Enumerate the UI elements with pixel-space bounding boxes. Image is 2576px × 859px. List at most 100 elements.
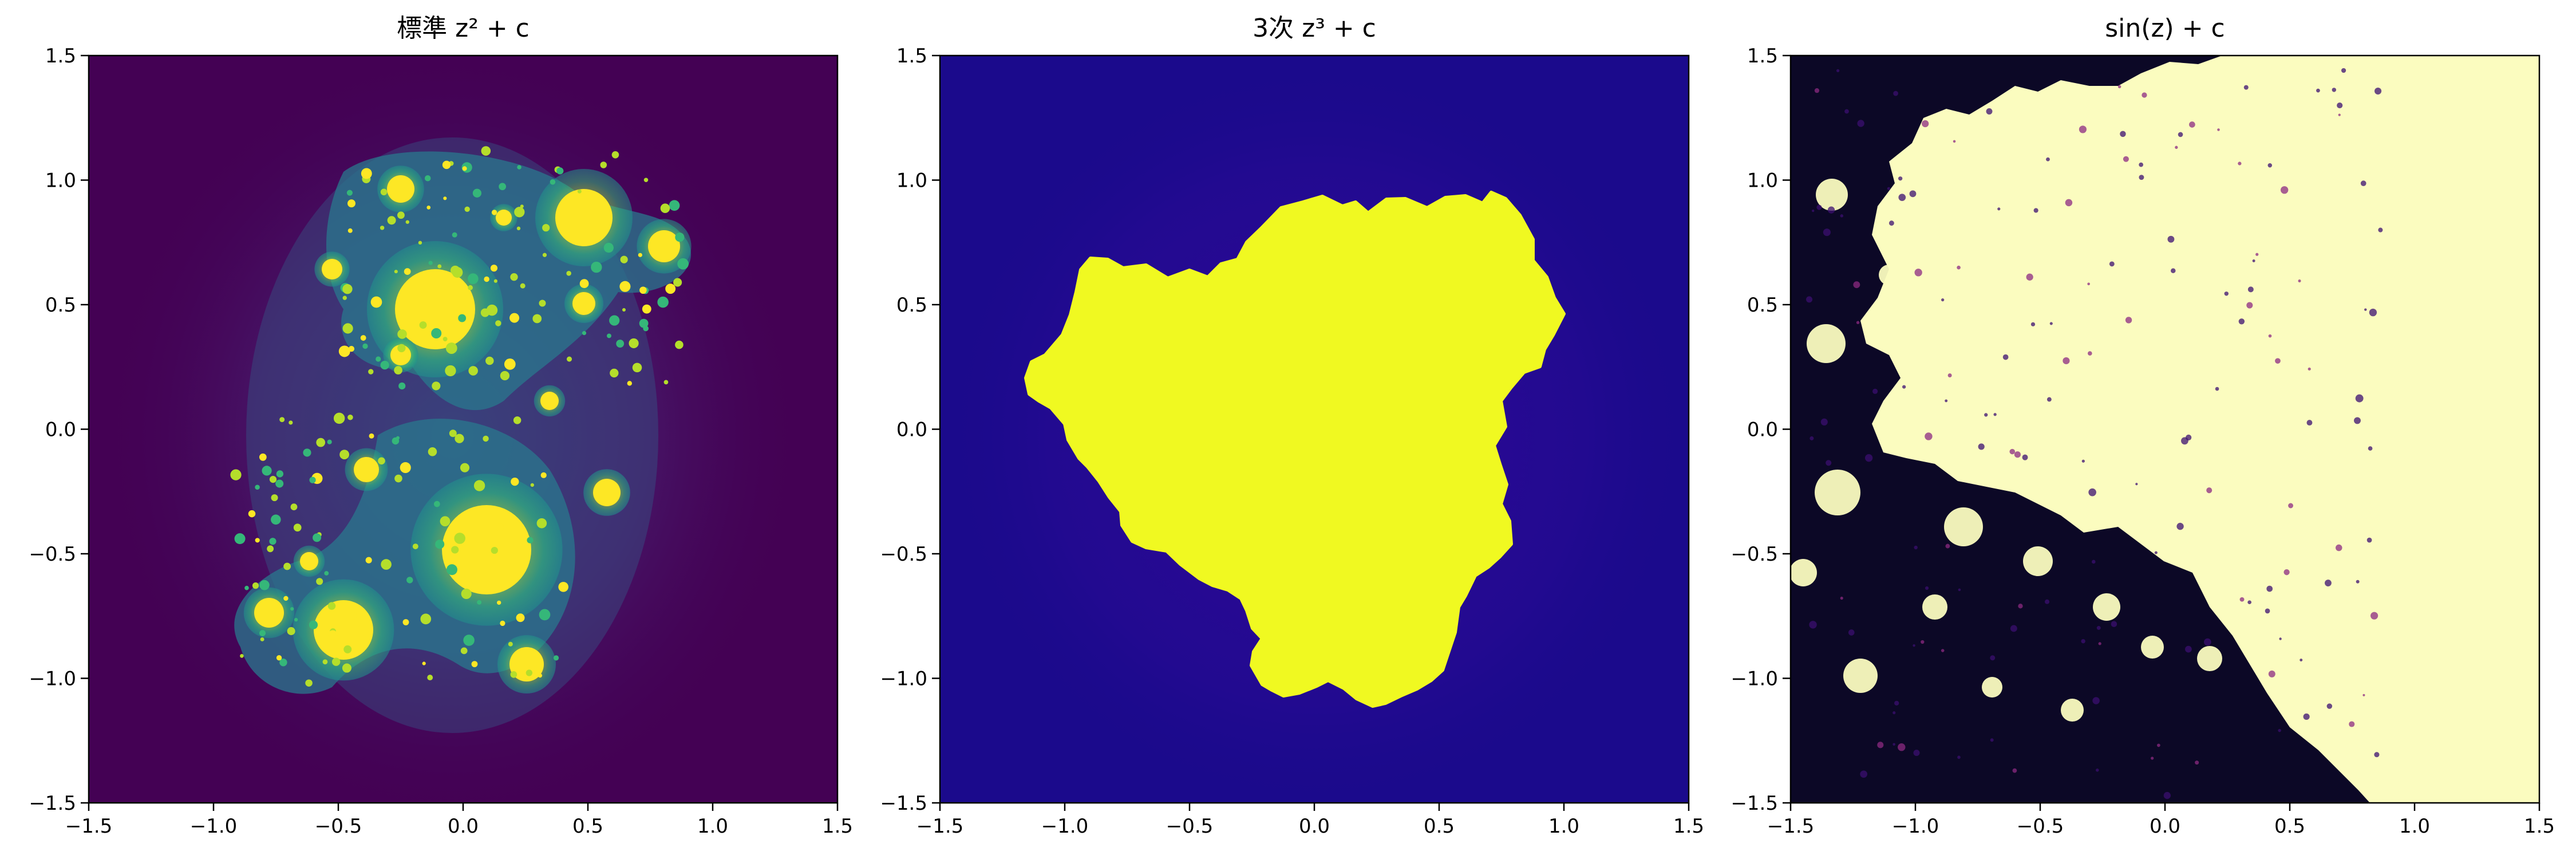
julia-filament-dot bbox=[262, 466, 272, 476]
julia-filament-dot bbox=[435, 539, 445, 549]
julia-filament-dot bbox=[540, 472, 547, 478]
julia-filament-dot bbox=[643, 325, 649, 332]
y-tick-label: 1.5 bbox=[1747, 45, 1778, 68]
x-tick-label: 1.0 bbox=[697, 815, 728, 838]
fractal-fringe-dot bbox=[2338, 113, 2341, 116]
fractal-fringe-dot bbox=[1925, 586, 1929, 590]
julia-filament-dot bbox=[467, 273, 479, 285]
fractal-fringe-dot bbox=[2079, 125, 2087, 133]
julia-filament-dot bbox=[289, 420, 293, 425]
fractal-fringe-dot bbox=[1812, 209, 1815, 212]
julia-filament-dot bbox=[269, 538, 276, 545]
julia-filament-dot bbox=[234, 533, 246, 545]
julia-spiral-core bbox=[322, 259, 342, 279]
fractal-fringe-dot bbox=[2163, 791, 2171, 799]
julia-filament-dot bbox=[495, 320, 501, 326]
julia-filament-dot bbox=[327, 439, 332, 444]
fractal-fringe-dot bbox=[1922, 120, 1929, 128]
fractal-fringe-dot bbox=[1872, 388, 1878, 394]
fractal-fringe-dot bbox=[1809, 436, 1814, 440]
fractal-fringe-dot bbox=[2255, 253, 2259, 256]
julia-filament-dot bbox=[437, 264, 442, 269]
fractal-fringe-dot bbox=[1877, 742, 1884, 748]
fractal-fringe-dot bbox=[2046, 397, 2052, 402]
julia-filament-dot bbox=[290, 607, 294, 611]
julia-filament-dot bbox=[609, 315, 620, 326]
julia-filament-dot bbox=[484, 276, 489, 282]
julia-filament-dot bbox=[510, 273, 518, 281]
julia-filament-dot bbox=[532, 314, 542, 324]
julia-filament-dot bbox=[428, 261, 433, 265]
julia-filament-dot bbox=[380, 226, 385, 230]
fractal-fringe-dot bbox=[2370, 612, 2379, 620]
julia-filament-dot bbox=[362, 343, 368, 349]
julia-filament-dot bbox=[313, 533, 322, 542]
julia-filament-dot bbox=[380, 188, 388, 196]
fractal-fringe-dot bbox=[2203, 638, 2211, 646]
julia-filament-dot bbox=[347, 414, 353, 420]
julia-filament-dot bbox=[361, 168, 372, 179]
julia-filament-dot bbox=[342, 323, 353, 334]
julia-filament-dot bbox=[527, 537, 534, 543]
y-tick-label: −1.5 bbox=[29, 792, 76, 815]
julia-filament-dot bbox=[558, 582, 568, 592]
x-tick-label: 1.5 bbox=[2524, 815, 2555, 838]
julia-filament-dot bbox=[493, 279, 497, 283]
julia-filament-dot bbox=[660, 203, 670, 213]
julia-spiral-core bbox=[496, 210, 512, 226]
fractal-fringe-dot bbox=[2246, 302, 2253, 309]
axis-ticks: −1.5 −1.0 −0.5 0.0 0.5 1.0 1.5 −1.5 −1.0 −0.5 0.0 0… bbox=[29, 45, 853, 838]
julia-filament-dot bbox=[499, 183, 507, 191]
fractal-fringe-dot bbox=[1909, 190, 1917, 198]
fractal-fringe-dot bbox=[1925, 432, 1933, 440]
julia-filament-dot bbox=[279, 659, 287, 667]
fractal-fringe-dot bbox=[2117, 85, 2121, 89]
julia-filament-dot bbox=[309, 620, 318, 629]
julia-filament-dot bbox=[267, 545, 274, 553]
fractal-fringe-dot bbox=[2154, 551, 2158, 554]
julia-filament-dot bbox=[443, 196, 447, 200]
julia-filament-dot bbox=[230, 469, 242, 480]
julia-filament-dot bbox=[276, 655, 282, 661]
julia-filament-dot bbox=[328, 630, 338, 640]
fractal-fringe-dot bbox=[1888, 220, 1894, 226]
axis-ticks: −1.5 −1.0 −0.5 0.0 0.5 1.0 1.5 −1.5 −1.0 −0.5 0.0 0… bbox=[1730, 45, 2555, 838]
fractal-fringe-dot bbox=[1860, 770, 1868, 778]
julia-spiral-core bbox=[387, 175, 414, 203]
julia-filament-dot bbox=[451, 546, 459, 554]
fractal-fringe-dot bbox=[1914, 269, 1922, 277]
fractal-fringe-dot bbox=[1913, 644, 1915, 647]
y-tick-label: −0.5 bbox=[1730, 543, 1778, 566]
julia-filament-dot bbox=[412, 543, 418, 550]
julia-filament-dot bbox=[445, 342, 457, 354]
fractal-fringe-dot bbox=[2275, 358, 2281, 364]
fractal-fringe-dot bbox=[2010, 625, 2017, 632]
julia-filament-dot bbox=[675, 233, 685, 242]
julia-filament-dot bbox=[287, 627, 295, 636]
julia-filament-dot bbox=[629, 338, 639, 349]
julia-filament-dot bbox=[255, 538, 260, 543]
fractal-fringe-dot bbox=[2176, 522, 2184, 530]
julia-filament-dot bbox=[309, 476, 316, 483]
julia-filament-dot bbox=[428, 447, 437, 456]
fractal-fringe-dot bbox=[2178, 132, 2183, 137]
julia-filament-dot bbox=[303, 448, 311, 457]
fractal-fringe-dot bbox=[1853, 281, 1860, 289]
fractal-pocket bbox=[1982, 677, 2002, 698]
julia-filament-dot bbox=[579, 279, 589, 289]
julia-filament-dot bbox=[491, 546, 498, 554]
fractal-fringe-dot bbox=[2215, 387, 2219, 391]
julia-spiral-core bbox=[593, 479, 621, 506]
julia-filament-dot bbox=[327, 602, 336, 610]
julia-filament-dot bbox=[477, 600, 482, 605]
julia-filament-dot bbox=[510, 671, 517, 678]
julia-filament-dot bbox=[460, 463, 470, 472]
fractal-fringe-dot bbox=[2092, 697, 2100, 704]
fractal-pocket bbox=[1886, 420, 1915, 450]
fractal-fringe-dot bbox=[1997, 207, 2001, 211]
fractal-fringe-dot bbox=[1826, 460, 1832, 466]
julia-filament-dot bbox=[638, 253, 642, 257]
fractal-fringe-dot bbox=[2046, 157, 2050, 161]
fractal-pocket bbox=[2023, 546, 2053, 576]
fractal-fringe-dot bbox=[2012, 768, 2017, 773]
